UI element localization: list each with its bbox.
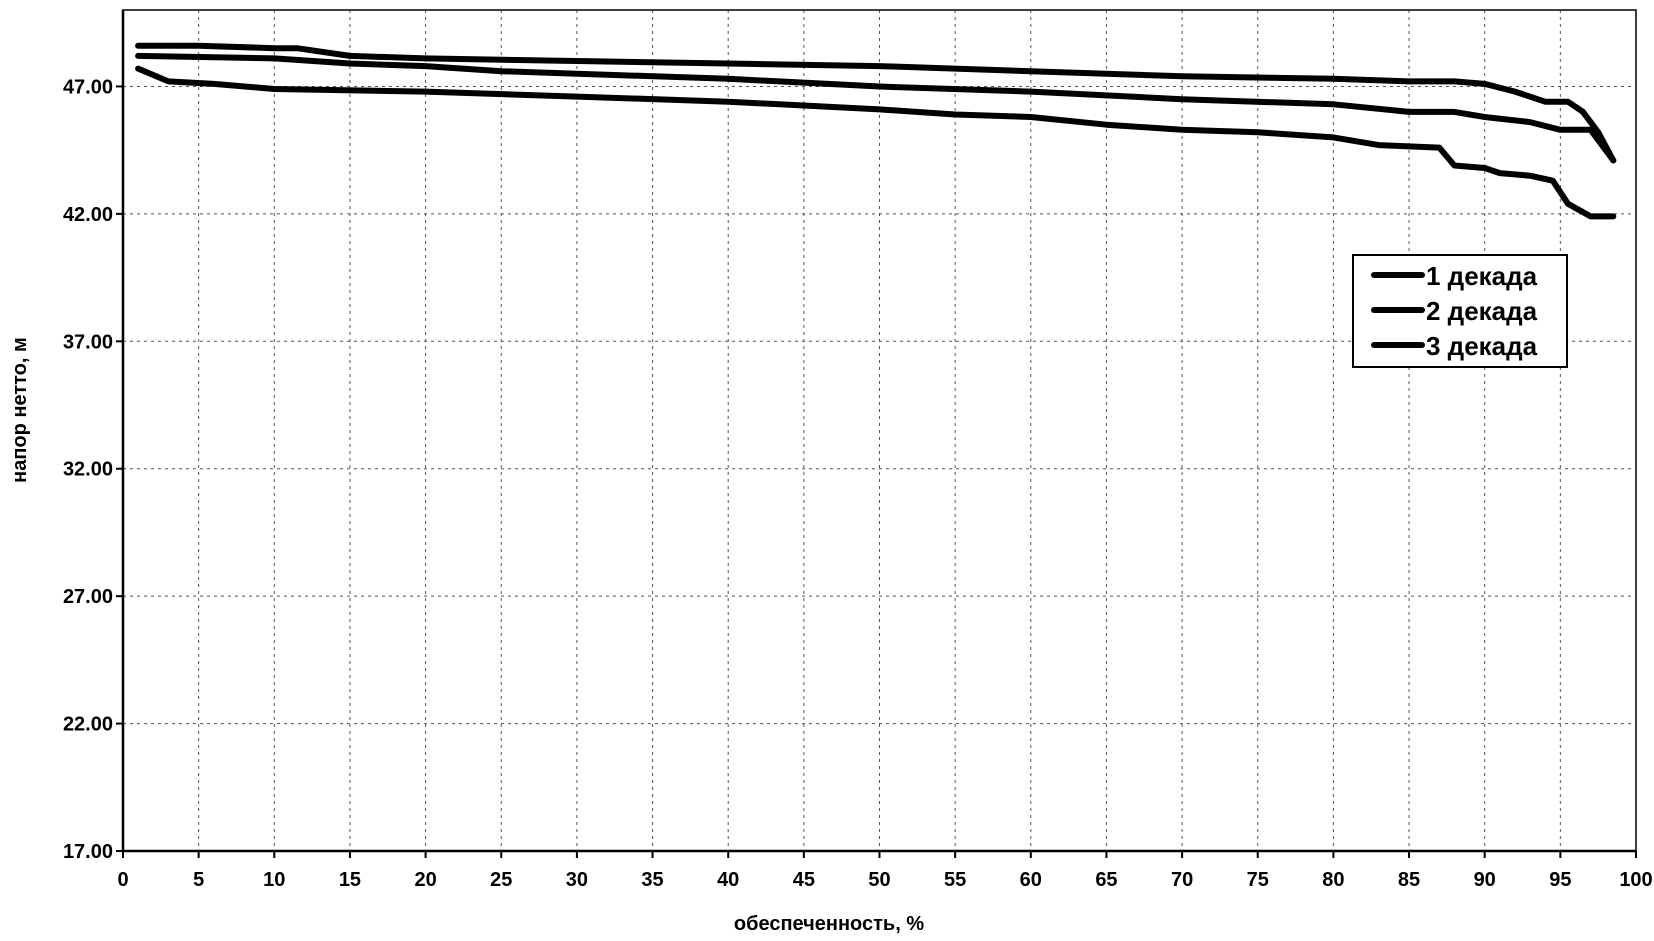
x-tick-label: 85 — [1398, 869, 1420, 891]
x-tick-label: 95 — [1549, 869, 1571, 891]
series-line-3 — [135, 65, 1617, 220]
grid — [123, 10, 1637, 851]
y-tick-label: 17.00 — [63, 841, 113, 863]
x-tick-label: 55 — [944, 869, 966, 891]
y-tick-label: 27.00 — [63, 586, 113, 608]
legend-label-2: 2 декада — [1426, 296, 1538, 326]
y-axis-title: напор нетто, м — [9, 337, 31, 483]
axes — [116, 9, 1637, 858]
x-tick-label: 65 — [1095, 869, 1117, 891]
x-tick-label: 40 — [717, 869, 739, 891]
x-tick-label: 60 — [1020, 869, 1042, 891]
series-line-1 — [135, 42, 1617, 164]
x-tick-label: 5 — [193, 869, 204, 891]
x-tick-labels: 0 5 10 15 20 25 30 35 40 45 50 55 60 65 70 75 80 85 90 95 10… — [117, 869, 1652, 891]
y-tick-label: 42.00 — [63, 204, 113, 226]
x-tick-label: 70 — [1171, 869, 1193, 891]
y-tick-labels: 17.00 22.00 27.00 32.00 37.00 42.00 47.00 — [63, 76, 113, 863]
x-tick-label: 35 — [641, 869, 663, 891]
y-tick-label: 37.00 — [63, 331, 113, 353]
x-tick-label: 80 — [1322, 869, 1344, 891]
series-line-2 — [135, 52, 1617, 164]
legend: 1 декада 2 декада 3 декада — [1352, 254, 1568, 368]
series-group — [135, 42, 1617, 220]
x-tick-label: 10 — [263, 869, 285, 891]
legend-label-3: 3 декада — [1426, 331, 1538, 361]
x-tick-label: 100 — [1619, 869, 1652, 891]
x-tick-label: 30 — [566, 869, 588, 891]
y-tick-label: 32.00 — [63, 459, 113, 481]
x-tick-label: 75 — [1247, 869, 1269, 891]
x-tick-label: 20 — [414, 869, 436, 891]
y-tick-label: 47.00 — [63, 76, 113, 98]
legend-label-1: 1 декада — [1426, 261, 1538, 291]
x-tick-label: 0 — [117, 869, 128, 891]
x-tick-label: 50 — [868, 869, 890, 891]
x-tick-label: 25 — [490, 869, 512, 891]
x-tick-label: 45 — [793, 869, 815, 891]
y-tick-label: 22.00 — [63, 714, 113, 736]
x-axis-title: обеспеченность, % — [734, 913, 924, 935]
x-tick-label: 90 — [1474, 869, 1496, 891]
x-tick-label: 15 — [339, 869, 361, 891]
